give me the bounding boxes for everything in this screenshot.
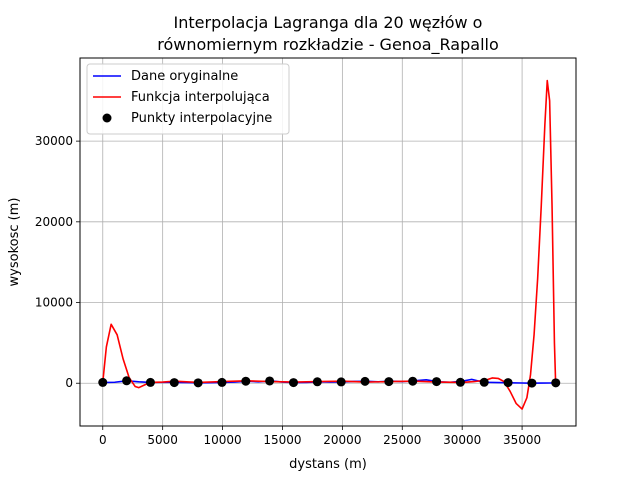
legend-label-punkty-interpolacyjne: Punkty interpolacyjne	[131, 111, 272, 126]
axis-ticks: 0 5000 10000 15000 20000 25000 30000 35000 0 1000…	[35, 134, 541, 447]
interpolation-point	[551, 378, 561, 388]
interpolation-point	[312, 377, 322, 387]
chart-title-line-1: Interpolacja Lagranga dla 20 węzłów o	[174, 13, 483, 32]
interpolation-point	[193, 378, 203, 388]
x-axis-label: dystans (m)	[289, 457, 367, 472]
interpolation-point	[432, 377, 442, 387]
interpolation-point	[169, 378, 179, 388]
legend-label-dane-oryginalne: Dane oryginalne	[131, 69, 238, 84]
interpolation-point	[265, 376, 275, 386]
interpolation-point	[384, 377, 394, 387]
y-tick-label: 20000	[35, 215, 73, 229]
x-tick-label: 25000	[383, 433, 421, 447]
y-tick-label: 30000	[35, 134, 73, 148]
interpolation-point	[455, 377, 465, 387]
legend-label-funkcja-interpolujaca: Funkcja interpolująca	[131, 90, 270, 105]
interpolation-point	[217, 377, 227, 387]
legend: Dane oryginalne Funkcja interpolująca Pu…	[86, 63, 290, 135]
interpolation-point	[241, 376, 251, 386]
x-tick-label: 35000	[503, 433, 541, 447]
x-tick-label: 5000	[147, 433, 178, 447]
interpolation-point	[336, 377, 346, 387]
interpolation-point	[145, 377, 155, 387]
interpolation-point	[122, 376, 132, 386]
y-tick-label: 0	[65, 376, 73, 390]
y-axis-label: wysokosc (m)	[7, 198, 22, 287]
legend-marker-punkty-interpolacyjne	[102, 113, 112, 123]
interpolation-point	[408, 376, 418, 386]
y-tick-label: 10000	[35, 296, 73, 310]
interpolation-point	[479, 377, 489, 387]
interpolation-point	[360, 376, 370, 386]
interpolation-point	[527, 378, 537, 388]
chart-title-line-2: równomiernym rozkładzie - Genoa_Rapallo	[157, 35, 499, 55]
x-tick-label: 20000	[323, 433, 361, 447]
x-tick-label: 15000	[263, 433, 301, 447]
x-tick-label: 30000	[443, 433, 481, 447]
interpolation-point	[288, 378, 298, 388]
x-tick-label: 10000	[203, 433, 241, 447]
x-tick-label: 0	[99, 433, 107, 447]
series-layer	[98, 79, 561, 410]
legend-box	[86, 63, 290, 135]
interpolation-point	[98, 377, 108, 387]
plot-frame	[79, 57, 577, 427]
interpolation-point	[503, 378, 513, 388]
